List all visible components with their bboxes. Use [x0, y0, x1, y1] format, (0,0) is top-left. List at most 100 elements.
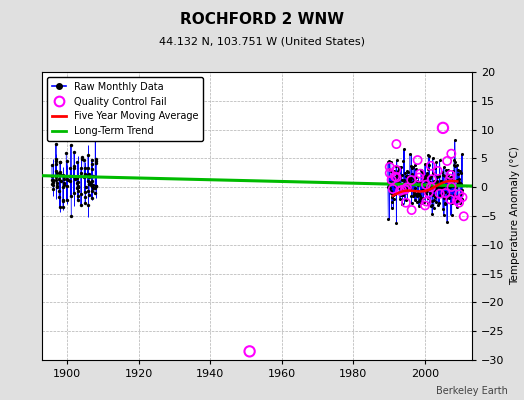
Point — [427, 181, 435, 188]
Y-axis label: Temperature Anomaly (°C): Temperature Anomaly (°C) — [510, 146, 520, 286]
Point — [388, 199, 397, 205]
Point — [444, 180, 453, 186]
Point — [451, 159, 459, 165]
Point — [91, 137, 100, 143]
Text: 44.132 N, 103.751 W (United States): 44.132 N, 103.751 W (United States) — [159, 36, 365, 46]
Point — [420, 176, 429, 183]
Point — [400, 185, 409, 192]
Point — [441, 190, 450, 196]
Point — [452, 183, 460, 190]
Point — [88, 178, 96, 184]
Point — [449, 182, 457, 189]
Point — [429, 170, 437, 176]
Point — [85, 191, 93, 198]
Point — [437, 179, 445, 185]
Point — [395, 173, 403, 179]
Point — [73, 184, 81, 191]
Point — [406, 176, 414, 183]
Point — [80, 157, 89, 163]
Point — [59, 184, 68, 190]
Point — [442, 175, 450, 181]
Point — [456, 191, 465, 197]
Point — [446, 179, 455, 186]
Point — [455, 168, 464, 175]
Point — [386, 173, 394, 179]
Point — [416, 179, 424, 185]
Point — [451, 162, 460, 169]
Point — [49, 178, 58, 185]
Point — [390, 168, 398, 175]
Point — [457, 187, 466, 193]
Point — [434, 202, 442, 209]
Point — [414, 190, 423, 197]
Point — [73, 196, 82, 203]
Point — [438, 206, 446, 212]
Point — [74, 173, 82, 180]
Point — [453, 197, 461, 204]
Point — [386, 184, 395, 191]
Point — [419, 194, 427, 201]
Point — [56, 169, 64, 176]
Point — [395, 180, 403, 186]
Point — [425, 153, 433, 160]
Point — [398, 187, 406, 193]
Point — [89, 185, 97, 192]
Point — [456, 180, 464, 186]
Point — [407, 175, 415, 181]
Point — [446, 196, 455, 203]
Point — [434, 199, 443, 206]
Point — [399, 192, 407, 199]
Point — [70, 190, 78, 196]
Point — [88, 183, 96, 189]
Point — [420, 185, 428, 192]
Point — [56, 159, 64, 165]
Point — [428, 176, 436, 182]
Point — [411, 162, 419, 168]
Point — [407, 177, 416, 183]
Point — [440, 164, 448, 170]
Point — [455, 191, 463, 198]
Point — [84, 172, 92, 178]
Point — [421, 161, 429, 167]
Point — [60, 173, 68, 179]
Point — [74, 184, 83, 190]
Point — [400, 177, 409, 183]
Legend: Raw Monthly Data, Quality Control Fail, Five Year Moving Average, Long-Term Tren: Raw Monthly Data, Quality Control Fail, … — [47, 77, 203, 141]
Point — [92, 160, 101, 166]
Point — [445, 183, 454, 190]
Point — [435, 173, 443, 180]
Point — [391, 182, 399, 189]
Point — [388, 176, 397, 183]
Point — [430, 205, 438, 211]
Point — [392, 163, 400, 170]
Point — [49, 182, 57, 188]
Point — [69, 172, 78, 179]
Point — [458, 150, 466, 157]
Point — [450, 194, 458, 200]
Point — [419, 181, 428, 188]
Point — [385, 158, 393, 164]
Point — [55, 175, 63, 182]
Point — [52, 169, 61, 176]
Point — [384, 216, 392, 222]
Point — [454, 171, 462, 177]
Point — [91, 185, 100, 192]
Point — [91, 189, 99, 196]
Point — [88, 156, 96, 163]
Point — [84, 174, 93, 180]
Point — [48, 162, 56, 168]
Point — [392, 141, 400, 147]
Point — [77, 191, 85, 198]
Point — [389, 191, 397, 198]
Point — [435, 185, 444, 191]
Point — [397, 192, 405, 198]
Point — [447, 184, 456, 190]
Point — [405, 178, 413, 185]
Text: ROCHFORD 2 WNW: ROCHFORD 2 WNW — [180, 12, 344, 27]
Point — [386, 189, 395, 196]
Point — [70, 176, 79, 182]
Point — [73, 159, 82, 165]
Point — [408, 200, 416, 206]
Point — [395, 166, 403, 172]
Point — [49, 179, 57, 185]
